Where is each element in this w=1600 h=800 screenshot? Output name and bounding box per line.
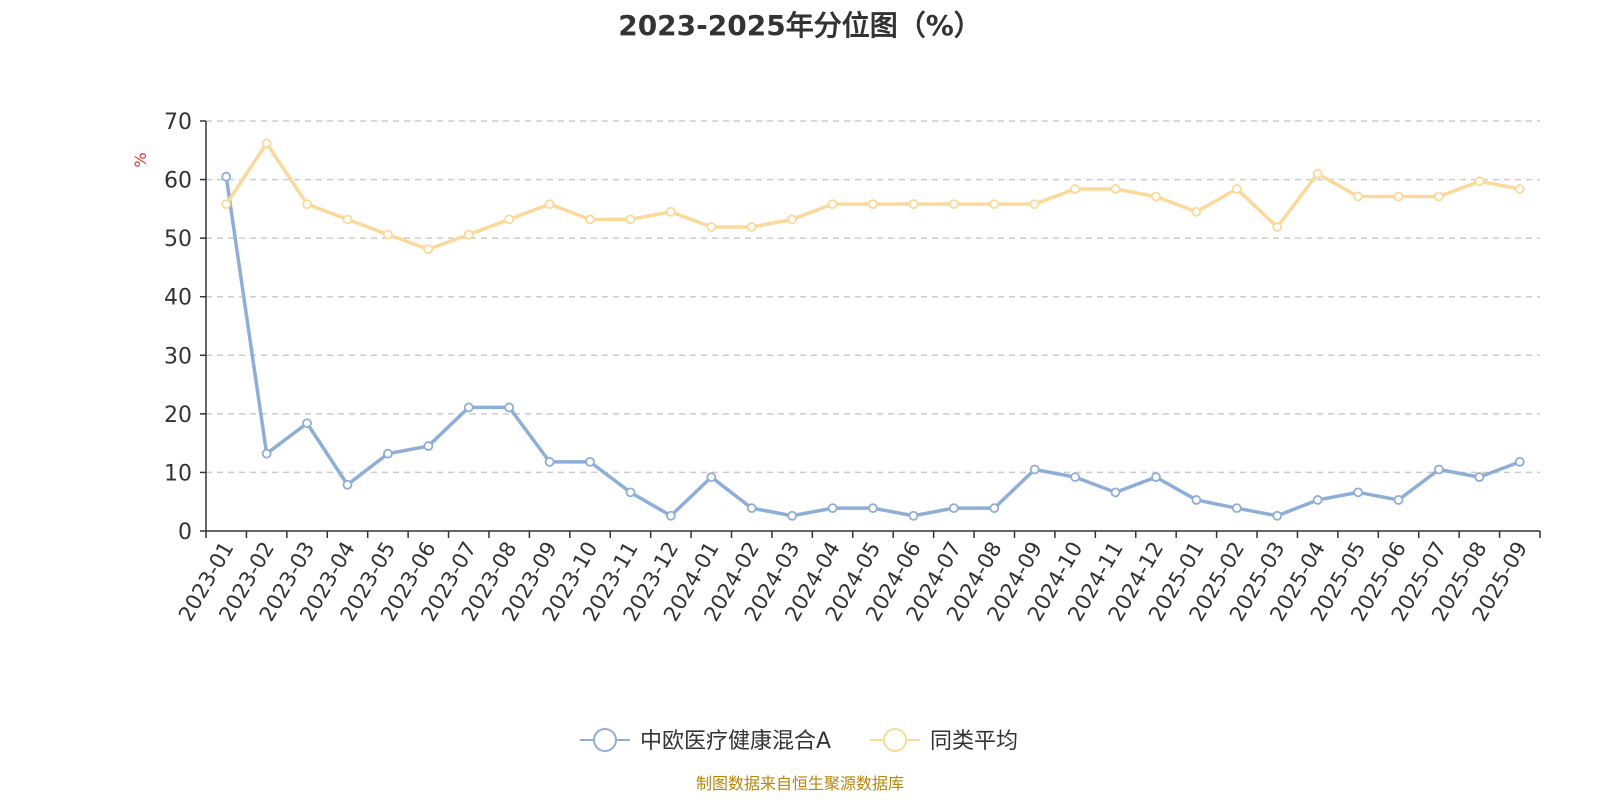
series-0-point-2024-04[interactable] — [827, 503, 838, 514]
series-1-point-2023-11[interactable] — [625, 214, 636, 225]
series-1-point-2023-09[interactable] — [544, 199, 555, 210]
series-1-point-2023-07[interactable] — [463, 229, 474, 240]
series-1-point-2025-02[interactable] — [1231, 184, 1242, 194]
series-0-point-2025-02[interactable] — [1231, 503, 1242, 514]
series-0-point-2024-09[interactable] — [1029, 464, 1040, 475]
y-tick-label-70: 70 — [164, 110, 192, 135]
series-0-point-2023-05[interactable] — [383, 448, 393, 459]
y-tick-label-50: 50 — [164, 227, 192, 252]
legend-label-0: 中欧医疗健康混合A — [640, 729, 831, 754]
series-1-point-2023-01[interactable] — [221, 199, 232, 210]
series-0-point-2025-08[interactable] — [1474, 472, 1485, 483]
legend[interactable]: 中欧医疗健康混合A 同类平均 — [580, 728, 1018, 754]
series-0-point-2024-07[interactable] — [948, 503, 959, 514]
legend-marker-0 — [593, 728, 617, 752]
series-1-point-2023-08[interactable] — [504, 214, 515, 225]
y-tick-label-30: 30 — [164, 344, 192, 369]
y-tick-label-10: 10 — [164, 461, 192, 486]
series-0-point-2025-04[interactable] — [1312, 495, 1323, 505]
series-1-point-2023-12[interactable] — [665, 206, 676, 217]
y-tick-label-40: 40 — [164, 286, 192, 311]
series-0-point-2023-06[interactable] — [423, 441, 434, 451]
series-0-point-2024-11[interactable] — [1110, 487, 1121, 498]
series-0-point-2024-10[interactable] — [1070, 472, 1081, 483]
series-1-point-2025-01[interactable] — [1191, 206, 1202, 217]
series-1-point-2023-10[interactable] — [585, 214, 595, 225]
series-1-point-2024-03[interactable] — [787, 214, 798, 225]
series-1-point-2025-05[interactable] — [1353, 191, 1363, 202]
series-0 — [221, 171, 1525, 521]
series-0-point-2024-02[interactable] — [746, 503, 757, 514]
series-1-point-2023-05[interactable] — [383, 229, 393, 240]
series-0-point-2025-06[interactable] — [1393, 495, 1404, 505]
series-line-1 — [224, 141, 1521, 252]
series-1-point-2024-07[interactable] — [948, 199, 959, 210]
series-0-point-2023-01[interactable] — [221, 171, 232, 182]
series-0-point-2023-08[interactable] — [504, 402, 515, 413]
axes: 0102030405060702023-012023-022023-032023… — [164, 110, 1541, 625]
series-0-point-2025-03[interactable] — [1272, 510, 1283, 521]
series-1-point-2025-03[interactable] — [1272, 222, 1283, 232]
series-1-point-2025-08[interactable] — [1474, 176, 1485, 187]
series-1-point-2024-06[interactable] — [908, 199, 919, 210]
series-0-point-2023-07[interactable] — [463, 402, 474, 413]
series-1-point-2024-01[interactable] — [706, 222, 717, 232]
series-1-point-2024-09[interactable] — [1029, 199, 1040, 210]
series-1-point-2024-02[interactable] — [746, 222, 757, 232]
series-1-point-2024-08[interactable] — [989, 199, 1000, 210]
y-tick-label-20: 20 — [164, 403, 192, 428]
series-1-point-2024-12[interactable] — [1151, 191, 1161, 202]
series-0-point-2023-04[interactable] — [342, 479, 353, 490]
legend-marker-1 — [883, 728, 907, 752]
series-line-0 — [224, 176, 1521, 518]
series-0-point-2023-03[interactable] — [302, 418, 312, 429]
series-0-point-2025-05[interactable] — [1353, 487, 1363, 498]
series-1-point-2023-03[interactable] — [302, 199, 312, 210]
series-lines — [221, 138, 1525, 521]
series-0-point-2024-08[interactable] — [989, 503, 1000, 514]
series-0-point-2025-01[interactable] — [1191, 495, 1202, 505]
series-0-point-2025-09[interactable] — [1514, 456, 1525, 467]
series-1-point-2025-06[interactable] — [1393, 191, 1404, 202]
series-1-point-2025-09[interactable] — [1514, 184, 1525, 194]
y-tick-label-60: 60 — [164, 169, 192, 194]
chart-title: 2023-2025年分位图（%） — [618, 9, 982, 42]
series-0-point-2024-12[interactable] — [1151, 472, 1161, 483]
series-0-point-2024-05[interactable] — [868, 503, 878, 514]
source-note: 制图数据来自恒生聚源数据库 — [695, 774, 904, 793]
series-1-point-2025-04[interactable] — [1312, 168, 1323, 179]
series-1-point-2024-05[interactable] — [868, 199, 878, 210]
series-0-point-2025-07[interactable] — [1434, 464, 1444, 475]
legend-item-1[interactable]: 同类平均 — [870, 728, 1018, 754]
series-0-point-2023-09[interactable] — [544, 456, 555, 467]
series-1-point-2024-04[interactable] — [827, 199, 838, 210]
series-1-point-2023-06[interactable] — [423, 244, 434, 255]
series-0-point-2024-06[interactable] — [908, 510, 919, 521]
grid-lines — [206, 120, 1540, 474]
series-1-point-2024-11[interactable] — [1110, 184, 1121, 194]
series-1 — [221, 138, 1525, 255]
series-0-point-2024-01[interactable] — [706, 472, 717, 483]
series-0-point-2024-03[interactable] — [787, 510, 798, 521]
series-1-point-2024-10[interactable] — [1070, 184, 1081, 194]
series-1-point-2023-04[interactable] — [342, 214, 353, 225]
legend-label-1: 同类平均 — [930, 729, 1018, 754]
legend-item-0[interactable]: 中欧医疗健康混合A — [580, 728, 831, 754]
series-0-point-2023-10[interactable] — [585, 456, 595, 467]
series-0-point-2023-11[interactable] — [625, 487, 636, 498]
y-tick-label-0: 0 — [178, 520, 192, 545]
series-0-point-2023-02[interactable] — [261, 448, 272, 459]
series-1-point-2025-07[interactable] — [1434, 191, 1444, 202]
series-0-point-2023-12[interactable] — [665, 510, 676, 521]
y-axis-label: % — [131, 152, 150, 167]
series-1-point-2023-02[interactable] — [261, 138, 272, 149]
